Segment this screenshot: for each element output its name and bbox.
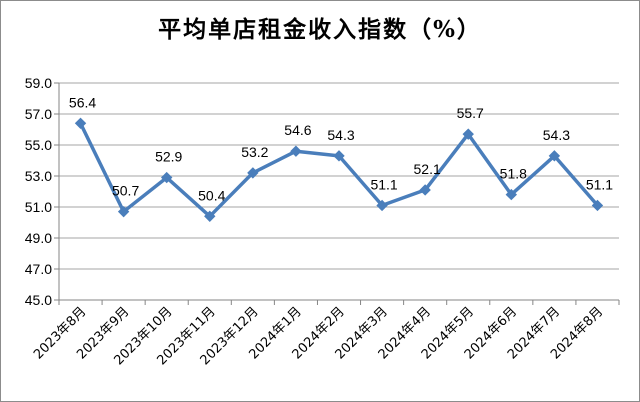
chart-title: 平均单店租金收入指数（%） <box>158 16 482 43</box>
data-label: 56.4 <box>69 94 96 110</box>
data-label: 53.2 <box>241 144 268 160</box>
y-tick-label: 53.0 <box>25 168 52 184</box>
data-label: 51.1 <box>586 176 613 192</box>
data-point <box>591 199 604 212</box>
data-labels: 56.4 50.7 52.9 50.4 53.2 54.6 54.3 51.1 52.1 55.7… <box>69 94 613 203</box>
data-point <box>548 150 561 162</box>
data-point <box>333 150 345 162</box>
series <box>74 117 604 223</box>
data-label: 52.9 <box>155 149 182 165</box>
data-point <box>462 128 474 140</box>
data-label: 50.7 <box>112 183 139 199</box>
data-point <box>505 188 518 201</box>
data-label: 55.7 <box>457 105 484 121</box>
gridlines <box>59 82 619 270</box>
y-tick-label: 51.0 <box>25 199 52 215</box>
y-tick-label: 45.0 <box>25 292 52 308</box>
data-label: 54.3 <box>327 127 354 143</box>
y-tick-label: 57.0 <box>25 106 52 122</box>
data-point <box>376 199 388 212</box>
x-tick-labels: 2023年8月2023年9月2023年10月2023年11月2023年12月20… <box>31 304 606 368</box>
data-label: 54.6 <box>284 122 311 138</box>
y-tick-label: 49.0 <box>25 230 52 246</box>
y-tick-label: 59.0 <box>25 75 52 91</box>
data-point <box>74 117 87 130</box>
data-point <box>204 210 216 223</box>
data-label: 54.3 <box>543 127 570 143</box>
data-point <box>160 171 173 184</box>
data-label: 51.8 <box>500 166 527 182</box>
data-label: 51.1 <box>370 176 397 192</box>
y-tick-label: 55.0 <box>25 137 52 153</box>
data-label: 52.1 <box>414 161 441 177</box>
data-label: 50.4 <box>198 187 225 203</box>
data-point <box>290 145 302 157</box>
y-tick-labels: 45.0 47.0 49.0 51.0 53.0 55.0 57.0 59.0 <box>25 75 52 308</box>
data-point <box>419 184 431 196</box>
y-tick-label: 47.0 <box>25 261 52 277</box>
data-point <box>117 205 130 218</box>
axes <box>54 82 620 305</box>
data-point <box>247 167 259 179</box>
